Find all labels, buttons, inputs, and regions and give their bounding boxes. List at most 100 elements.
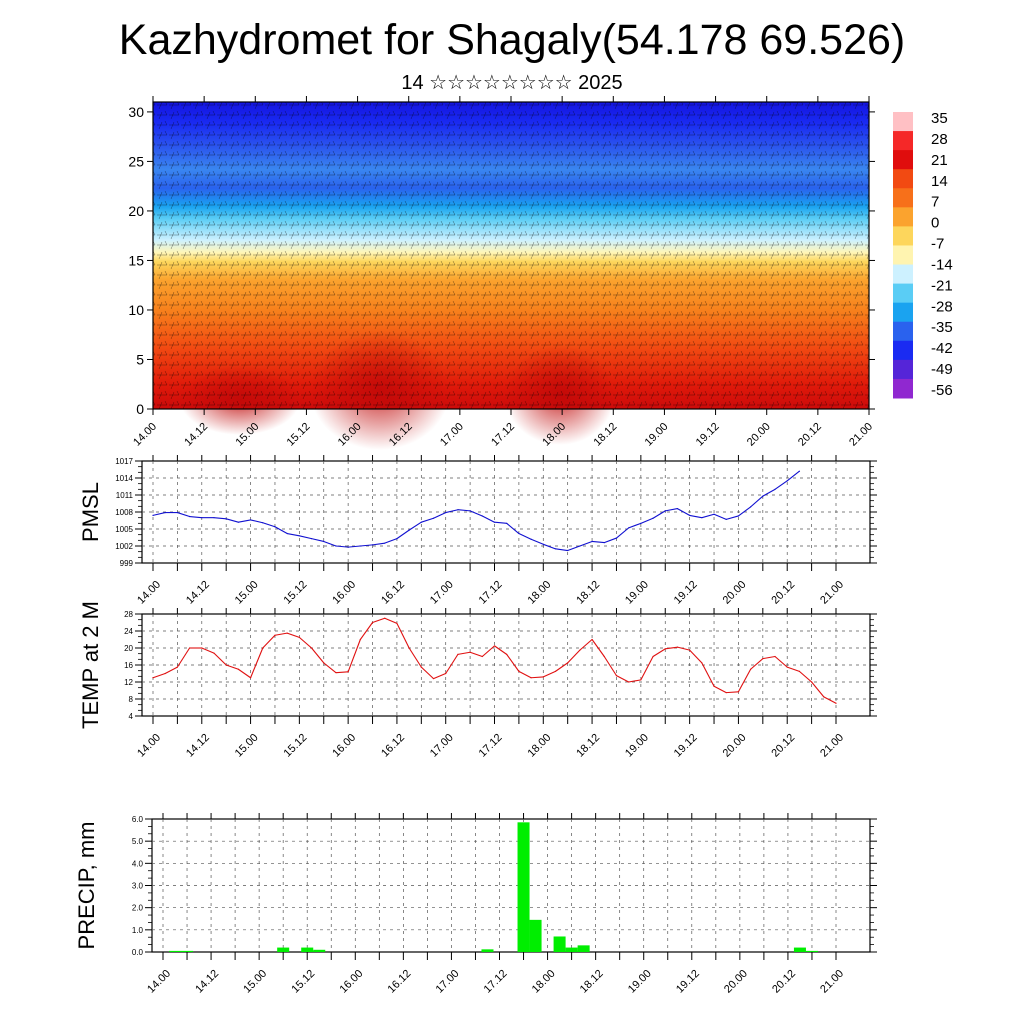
x-tick-label: 17.00 [434,968,462,996]
x-tick-label: 14.00 [135,579,163,607]
colorbar-label: -28 [931,298,953,315]
series-segment [299,535,312,540]
x-tick-label: 19.00 [626,968,654,996]
colorbar-segment [893,378,913,399]
series-segment [274,526,288,535]
x-tick-label: 20.00 [721,579,749,607]
series-segment [445,654,459,674]
x-tick-label: 16.12 [386,968,414,996]
colorbar-segment [893,245,913,266]
series-segment [348,545,361,548]
y-tick-label: 15 [128,252,144,268]
x-tick-label: 15.12 [289,968,317,996]
series-segment [262,522,276,528]
y-tick-label: 1002 [115,542,133,551]
series-segment [665,508,678,512]
colorbar-label: -21 [931,277,953,294]
x-tick-label: 20.12 [769,732,797,760]
x-tick-label: 20.12 [796,421,824,449]
y-tick-label: 12 [124,678,133,687]
chart-subtitle: 14 ☆☆☆☆☆☆☆☆ 2025 [401,72,623,94]
colorbar-label: -35 [931,319,953,336]
series-segment [494,521,507,524]
colorbar-label: -49 [931,361,953,378]
x-tick-label: 15.12 [282,732,310,760]
x-tick-label: 19.12 [672,579,700,607]
y-tick-label: 3.0 [132,882,144,891]
colorbar-label: 21 [931,152,948,169]
y-tick-label: 999 [120,559,134,568]
series-segment [799,670,812,683]
series-segment [640,656,654,681]
x-tick-label: 16.00 [337,968,365,996]
temp-panel: 4 8 12 16 20 24 28 14.00 14.12 15.00 15.12 16.00 16.… [78,601,877,760]
x-tick-label: 14.00 [131,421,159,449]
series-segment [555,548,568,552]
colorbar-segment [893,283,913,304]
series-segment [701,662,715,687]
precip-bar [313,949,326,952]
series-segment [152,512,166,516]
y-tick-label: 4 [129,712,134,721]
series-segment [335,545,349,548]
series-segment [176,647,191,668]
colorbar-segment [893,188,913,208]
y-axis-label: PMSL [78,482,103,542]
x-tick-label: 17.00 [428,579,456,607]
y-tick-label: 30 [128,104,144,120]
y-tick-label: 24 [124,627,133,636]
colorbar-label: 0 [931,215,939,232]
series-segment [494,645,508,655]
x-tick-label: 20.00 [745,421,773,449]
series-segment [603,656,617,676]
colorbar-segment [893,112,913,132]
x-tick-label: 20.00 [722,968,750,996]
series-segment [567,649,581,664]
y-tick-label: 4.0 [132,859,144,868]
x-tick-label: 17.00 [428,732,456,760]
series-segment [506,654,520,672]
series-segment [482,515,495,523]
series-segment [592,540,605,544]
precip-bar [553,936,566,952]
x-tick-label: 21.00 [847,421,875,449]
series-segment [774,480,788,490]
series-segment [213,652,227,666]
series-segment [433,512,446,519]
series-segment [652,510,666,519]
colorbar-label: 35 [931,110,948,127]
y-tick-label: 20 [124,644,133,653]
series-segment [774,656,788,668]
series-segment [372,542,385,546]
series-segment [421,517,434,523]
series-segment [262,634,276,649]
series-segment [701,513,715,519]
series-segment [469,651,483,658]
series-segment [189,515,202,519]
y-tick-label: 1008 [115,508,133,517]
series-segment [628,522,642,529]
x-tick-label: 19.12 [694,421,722,449]
colorbar-label: -7 [931,236,944,253]
series-segment [164,666,178,674]
x-tick-label: 18.12 [574,732,602,760]
series-segment [786,470,800,482]
colorbar-label: -14 [931,256,953,273]
y-tick-label: 20 [128,203,144,219]
x-tick-label: 19.00 [643,421,671,449]
series-segment [811,681,825,698]
series-segment [726,515,739,520]
series-segment [604,537,617,544]
series-segment [360,544,373,547]
series-segment [213,517,227,520]
colorbar-segment [893,169,913,189]
y-tick-label: 0.0 [132,948,144,957]
series-segment [665,646,678,650]
x-tick-label: 16.00 [330,579,358,607]
x-tick-label: 18.12 [574,579,602,607]
series-segment [616,675,629,683]
y-tick-label: 1014 [115,474,133,483]
series-segment [762,655,776,660]
y-tick-label: 28 [124,610,133,619]
